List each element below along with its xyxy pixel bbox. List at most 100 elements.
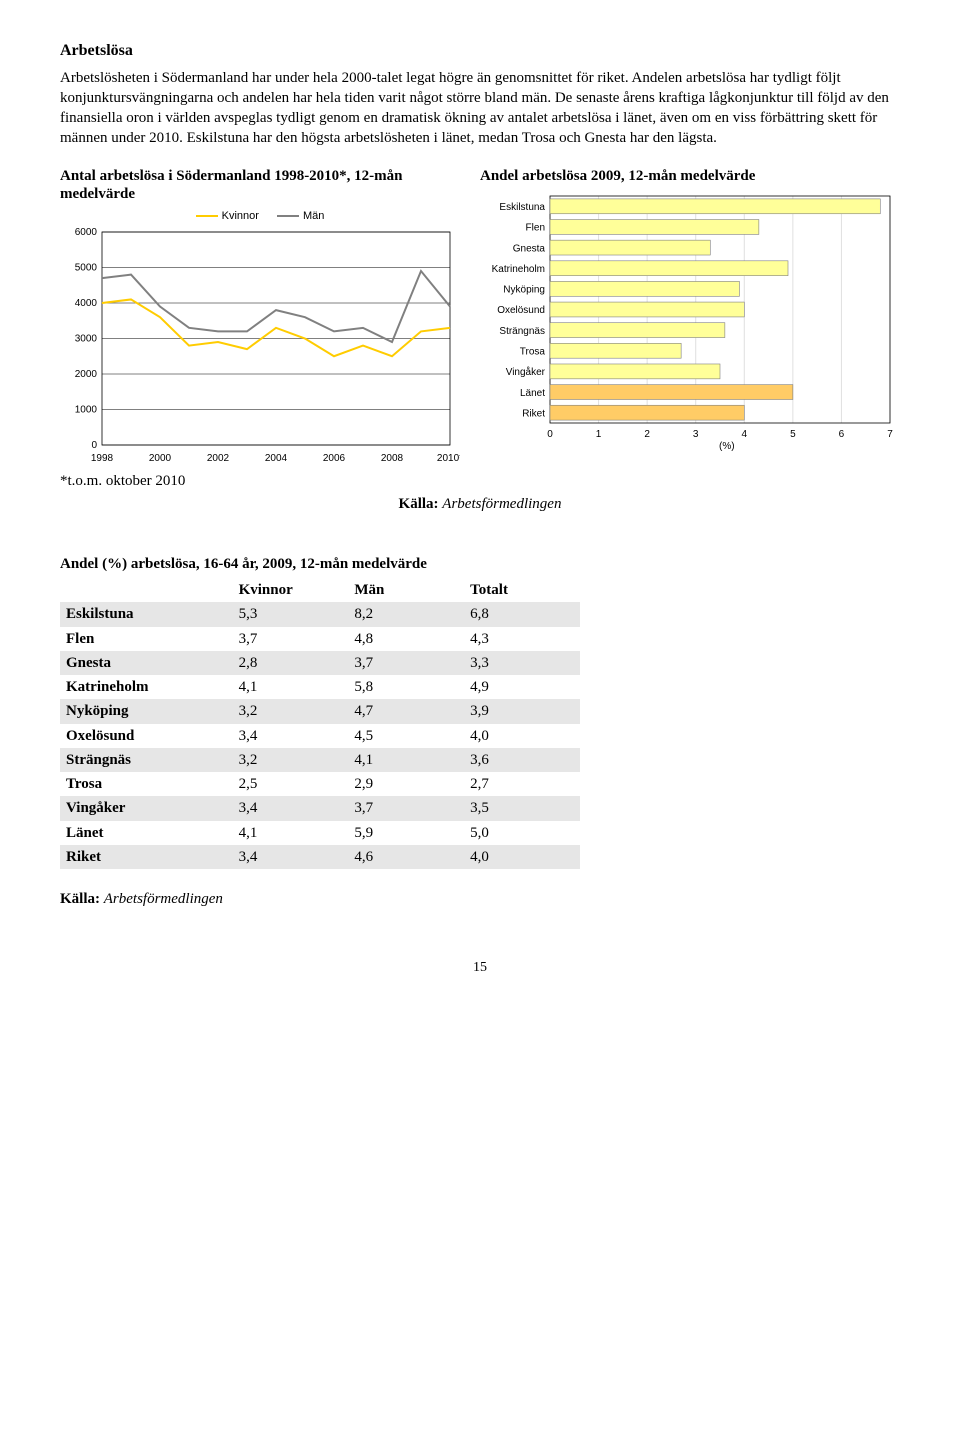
table-header	[60, 578, 233, 602]
svg-text:Trosa: Trosa	[520, 346, 546, 357]
svg-text:2010*: 2010*	[437, 453, 460, 464]
row-label: Vingåker	[60, 796, 233, 820]
svg-text:Katrineholm: Katrineholm	[492, 264, 545, 275]
table-cell: 3,9	[464, 699, 580, 723]
svg-text:7: 7	[887, 429, 893, 440]
row-label: Oxelösund	[60, 724, 233, 748]
svg-text:5: 5	[790, 429, 796, 440]
table-cell: 3,3	[464, 651, 580, 675]
table-cell: 4,0	[464, 845, 580, 869]
legend-swatch-kvinnor	[196, 215, 218, 217]
table-cell: 4,9	[464, 675, 580, 699]
svg-text:Riket: Riket	[522, 408, 545, 419]
table-cell: 4,6	[348, 845, 464, 869]
row-label: Riket	[60, 845, 233, 869]
table-row: Riket3,44,64,0	[60, 845, 580, 869]
table-cell: 5,3	[233, 602, 349, 626]
svg-text:1: 1	[596, 429, 602, 440]
line-chart-legend: Kvinnor Män	[60, 209, 460, 224]
table-cell: 3,4	[233, 724, 349, 748]
body-paragraph: Arbetslösheten i Södermanland har under …	[60, 68, 900, 149]
svg-text:Oxelösund: Oxelösund	[497, 305, 545, 316]
table-cell: 5,8	[348, 675, 464, 699]
svg-text:2004: 2004	[265, 453, 288, 464]
table-cell: 3,4	[233, 796, 349, 820]
svg-text:4000: 4000	[75, 298, 98, 309]
row-label: Nyköping	[60, 699, 233, 723]
svg-text:(%): (%)	[719, 441, 735, 451]
table-row: Nyköping3,24,73,9	[60, 699, 580, 723]
legend-label-kvinnor: Kvinnor	[222, 209, 259, 224]
table-cell: 2,5	[233, 772, 349, 796]
svg-text:Nyköping: Nyköping	[503, 284, 545, 295]
row-label: Strängnäs	[60, 748, 233, 772]
svg-text:Vingåker: Vingåker	[506, 366, 546, 378]
table-row: Länet4,15,95,0	[60, 821, 580, 845]
svg-text:Flen: Flen	[526, 222, 545, 233]
svg-text:1000: 1000	[75, 405, 98, 416]
table-cell: 4,7	[348, 699, 464, 723]
bar-chart: 01234567EskilstunaFlenGnestaKatrineholmN…	[480, 191, 900, 451]
row-label: Katrineholm	[60, 675, 233, 699]
svg-text:2002: 2002	[207, 453, 230, 464]
svg-text:Strängnäs: Strängnäs	[499, 325, 545, 336]
svg-text:4: 4	[742, 429, 748, 440]
table-row: Trosa2,52,92,7	[60, 772, 580, 796]
svg-text:Gnesta: Gnesta	[513, 243, 546, 254]
table-cell: 3,7	[348, 651, 464, 675]
line-chart: 0100020003000400050006000199820002002200…	[60, 227, 460, 467]
svg-text:5000: 5000	[75, 263, 98, 274]
table-cell: 4,1	[348, 748, 464, 772]
charts-row: Antal arbetslösa i Södermanland 1998-201…	[60, 167, 900, 468]
svg-text:3000: 3000	[75, 334, 98, 345]
bar-chart-block: Andel arbetslösa 2009, 12-mån medelvärde…	[480, 167, 900, 468]
source-value: Arbetsförmedlingen	[442, 496, 561, 512]
svg-text:6: 6	[839, 429, 845, 440]
table-source-label: Källa:	[60, 891, 100, 907]
table-cell: 2,9	[348, 772, 464, 796]
svg-text:2: 2	[644, 429, 650, 440]
row-label: Trosa	[60, 772, 233, 796]
table-row: Oxelösund3,44,54,0	[60, 724, 580, 748]
table-cell: 4,8	[348, 627, 464, 651]
table-cell: 8,2	[348, 602, 464, 626]
table-header: Totalt	[464, 578, 580, 602]
table-row: Strängnäs3,24,13,6	[60, 748, 580, 772]
table-source-value: Arbetsförmedlingen	[104, 891, 223, 907]
source-label: Källa:	[399, 496, 439, 512]
svg-text:6000: 6000	[75, 227, 98, 238]
table-cell: 2,8	[233, 651, 349, 675]
legend-kvinnor: Kvinnor	[196, 209, 259, 224]
svg-text:2008: 2008	[381, 453, 404, 464]
svg-text:Länet: Länet	[520, 387, 545, 398]
line-chart-block: Antal arbetslösa i Södermanland 1998-201…	[60, 167, 460, 468]
svg-text:2000: 2000	[75, 369, 98, 380]
section-heading: Arbetslösa	[60, 40, 900, 62]
table-cell: 4,5	[348, 724, 464, 748]
table-cell: 6,8	[464, 602, 580, 626]
bar-chart-title: Andel arbetslösa 2009, 12-mån medelvärde	[480, 167, 900, 185]
table-cell: 2,7	[464, 772, 580, 796]
svg-text:Eskilstuna: Eskilstuna	[499, 202, 545, 213]
table-cell: 3,5	[464, 796, 580, 820]
legend-label-man: Män	[303, 209, 324, 224]
table-header: Män	[348, 578, 464, 602]
table-cell: 3,4	[233, 845, 349, 869]
legend-man: Män	[277, 209, 324, 224]
svg-text:2006: 2006	[323, 453, 346, 464]
table-cell: 5,9	[348, 821, 464, 845]
table-header: Kvinnor	[233, 578, 349, 602]
row-label: Flen	[60, 627, 233, 651]
svg-text:0: 0	[91, 440, 97, 451]
line-chart-title: Antal arbetslösa i Södermanland 1998-201…	[60, 167, 460, 203]
table-cell: 4,1	[233, 675, 349, 699]
legend-swatch-man	[277, 215, 299, 217]
page-number: 15	[60, 959, 900, 978]
table-row: Eskilstuna5,38,26,8	[60, 602, 580, 626]
table-cell: 4,1	[233, 821, 349, 845]
svg-text:2000: 2000	[149, 453, 172, 464]
table-cell: 3,7	[233, 627, 349, 651]
row-label: Gnesta	[60, 651, 233, 675]
chart-footnote: *t.o.m. oktober 2010	[60, 471, 900, 491]
row-label: Eskilstuna	[60, 602, 233, 626]
